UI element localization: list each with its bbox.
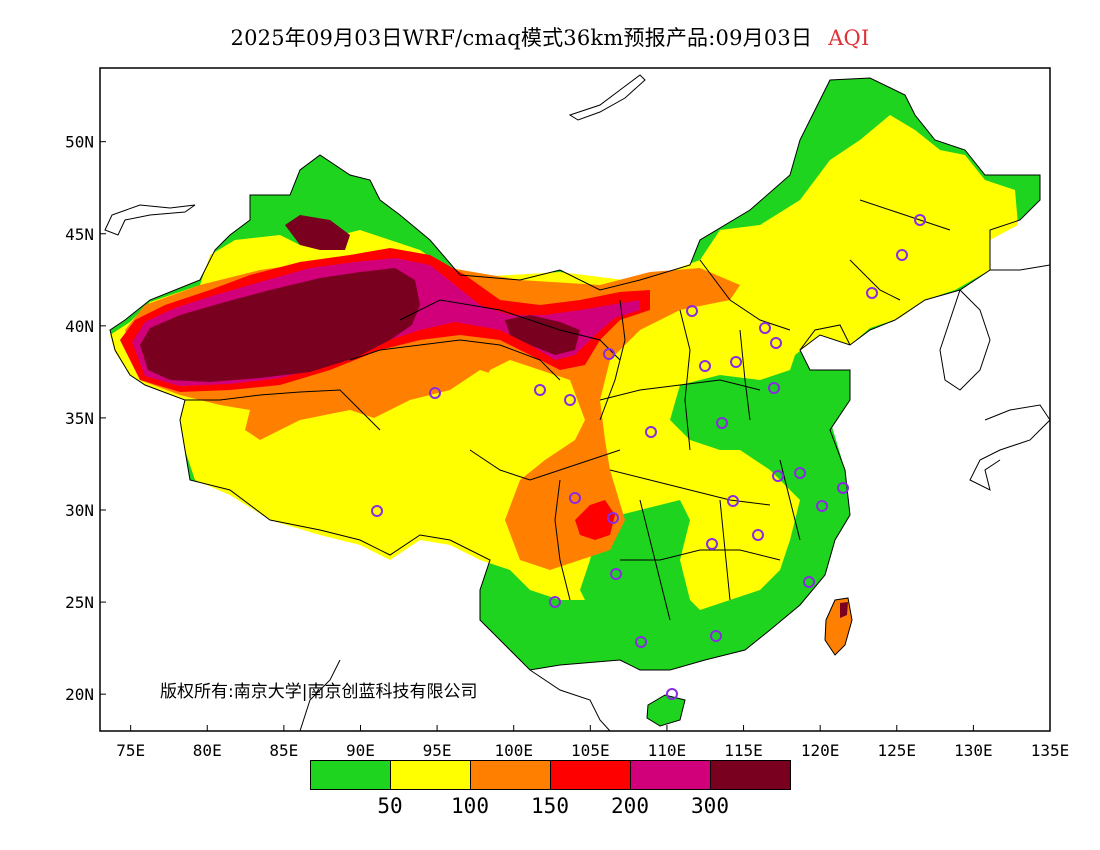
map-border <box>99 67 1051 732</box>
lat-tick-label: 25N <box>65 593 94 612</box>
copyright-text: 版权所有:南京大学|南京创蓝科技有限公司 <box>160 682 477 702</box>
china-outline <box>109 77 1041 671</box>
lon-tick-label: 115E <box>724 741 763 760</box>
lat-tick-label: 35N <box>65 409 94 428</box>
aqi-region-maroon <box>140 268 420 382</box>
lon-tick-label: 135E <box>1031 741 1070 760</box>
legend-label: 150 <box>531 794 569 818</box>
lat-tick-label: 40N <box>65 317 94 336</box>
legend-swatch <box>710 760 791 790</box>
lon-tick-label: 90E <box>346 741 375 760</box>
lon-tick-label: 80E <box>193 741 222 760</box>
lon-tick-label: 95E <box>423 741 452 760</box>
legend-swatch <box>550 760 631 790</box>
aqi-legend-labels: 50 100 150 200 300 <box>0 794 1100 818</box>
legend-swatch <box>310 760 391 790</box>
green-patch-south <box>580 500 720 665</box>
lat-tick-label: 30N <box>65 501 94 520</box>
taiwan-core <box>840 602 848 618</box>
hainan-green <box>647 695 685 726</box>
latitude-axis: 20N 25N 30N 35N 40N 45N 50N <box>65 133 106 704</box>
legend-label: 50 <box>377 794 403 818</box>
station-markers <box>371 214 926 700</box>
lon-tick-label: 100E <box>494 741 533 760</box>
lon-tick-label: 85E <box>269 741 298 760</box>
lon-tick-label: 125E <box>878 741 917 760</box>
lon-tick-label: 75E <box>116 741 145 760</box>
legend-label: 200 <box>611 794 649 818</box>
lon-tick-label: 120E <box>801 741 840 760</box>
map-title: 2025年09月03日WRF/cmaq模式36km预报产品:09月03日 AQI <box>0 22 1100 52</box>
longitude-axis: 75E 80E 85E 90E 95E 100E 105E 110E 115E 120E 125E 1… <box>116 725 1069 760</box>
borders <box>104 74 1050 731</box>
legend-swatch <box>470 760 551 790</box>
title-text: 2025年09月03日WRF/cmaq模式36km预报产品:09月03日 <box>230 26 813 50</box>
aqi-region-maroon-dzungaria <box>285 215 350 250</box>
aqi-region-red-sichuan <box>575 500 615 540</box>
variable-label: AQI <box>828 26 870 50</box>
lat-tick-label: 45N <box>65 225 94 244</box>
legend-swatch <box>630 760 711 790</box>
lat-tick-label: 20N <box>65 685 94 704</box>
legend-label: 300 <box>691 794 729 818</box>
legend-label: 100 <box>451 794 489 818</box>
lon-tick-label: 105E <box>571 741 610 760</box>
yellow-pocket-tibet <box>370 370 530 450</box>
legend-swatch <box>390 760 471 790</box>
lon-tick-label: 110E <box>648 741 687 760</box>
lat-tick-label: 50N <box>65 133 94 152</box>
aqi-legend <box>310 760 791 792</box>
aqi-region-maroon-inner-mongolia <box>505 315 580 355</box>
green-patch-southwest <box>480 580 580 665</box>
lon-tick-label: 130E <box>954 741 993 760</box>
